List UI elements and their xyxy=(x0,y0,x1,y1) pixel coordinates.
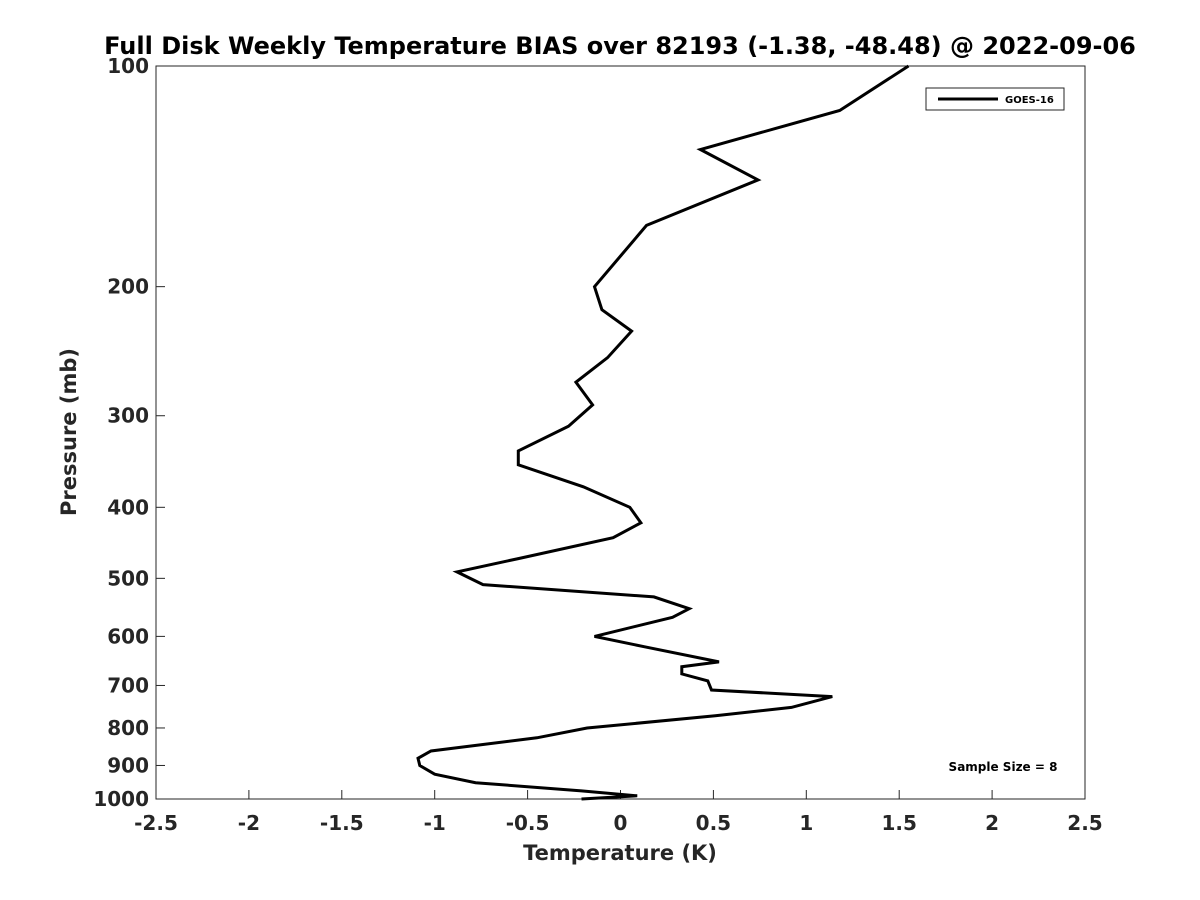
y-tick-label: 900 xyxy=(107,753,149,777)
x-tick-label: 1.5 xyxy=(881,811,916,835)
x-tick-label: 0.5 xyxy=(696,811,731,835)
y-tick-label: 300 xyxy=(107,404,149,428)
y-tick-label: 700 xyxy=(107,673,149,697)
legend: GOES-16 xyxy=(925,87,1065,111)
x-tick-label: -2.5 xyxy=(134,811,178,835)
y-tick-label: 1000 xyxy=(93,787,149,811)
x-tick-label: -2 xyxy=(238,811,260,835)
series-line-goes-16 xyxy=(416,64,910,801)
y-axis-ticks: 100 200 300 400 500 600 700 800 900 1000 xyxy=(93,54,165,811)
y-tick-label: 400 xyxy=(107,495,149,519)
plot-area xyxy=(155,65,1086,800)
x-axis-ticks: -2.5 -2 -1.5 -1 -0.5 0 0.5 1 1.5 2 2.5 xyxy=(134,790,1103,835)
y-tick-label: 500 xyxy=(107,566,149,590)
x-tick-label: -1 xyxy=(424,811,446,835)
x-tick-label: 2 xyxy=(985,811,999,835)
axes-box xyxy=(155,65,1086,800)
y-tick-label: 200 xyxy=(107,275,149,299)
chart-title: Full Disk Weekly Temperature BIAS over 8… xyxy=(104,32,1136,60)
x-tick-label: -0.5 xyxy=(506,811,550,835)
y-tick-label: 100 xyxy=(107,54,149,78)
x-axis-label: Temperature (K) xyxy=(523,841,717,865)
y-tick-label: 600 xyxy=(107,624,149,648)
x-tick-label: -1.5 xyxy=(320,811,364,835)
x-tick-label: 2.5 xyxy=(1067,811,1102,835)
y-tick-label: 800 xyxy=(107,716,149,740)
series-layer xyxy=(416,64,910,801)
x-tick-label: 1 xyxy=(799,811,813,835)
sample-size-annotation: Sample Size = 8 xyxy=(949,760,1058,774)
y-axis-label: Pressure (mb) xyxy=(57,348,81,516)
x-tick-label: 0 xyxy=(614,811,628,835)
legend-label-goes-16: GOES-16 xyxy=(1005,95,1054,106)
